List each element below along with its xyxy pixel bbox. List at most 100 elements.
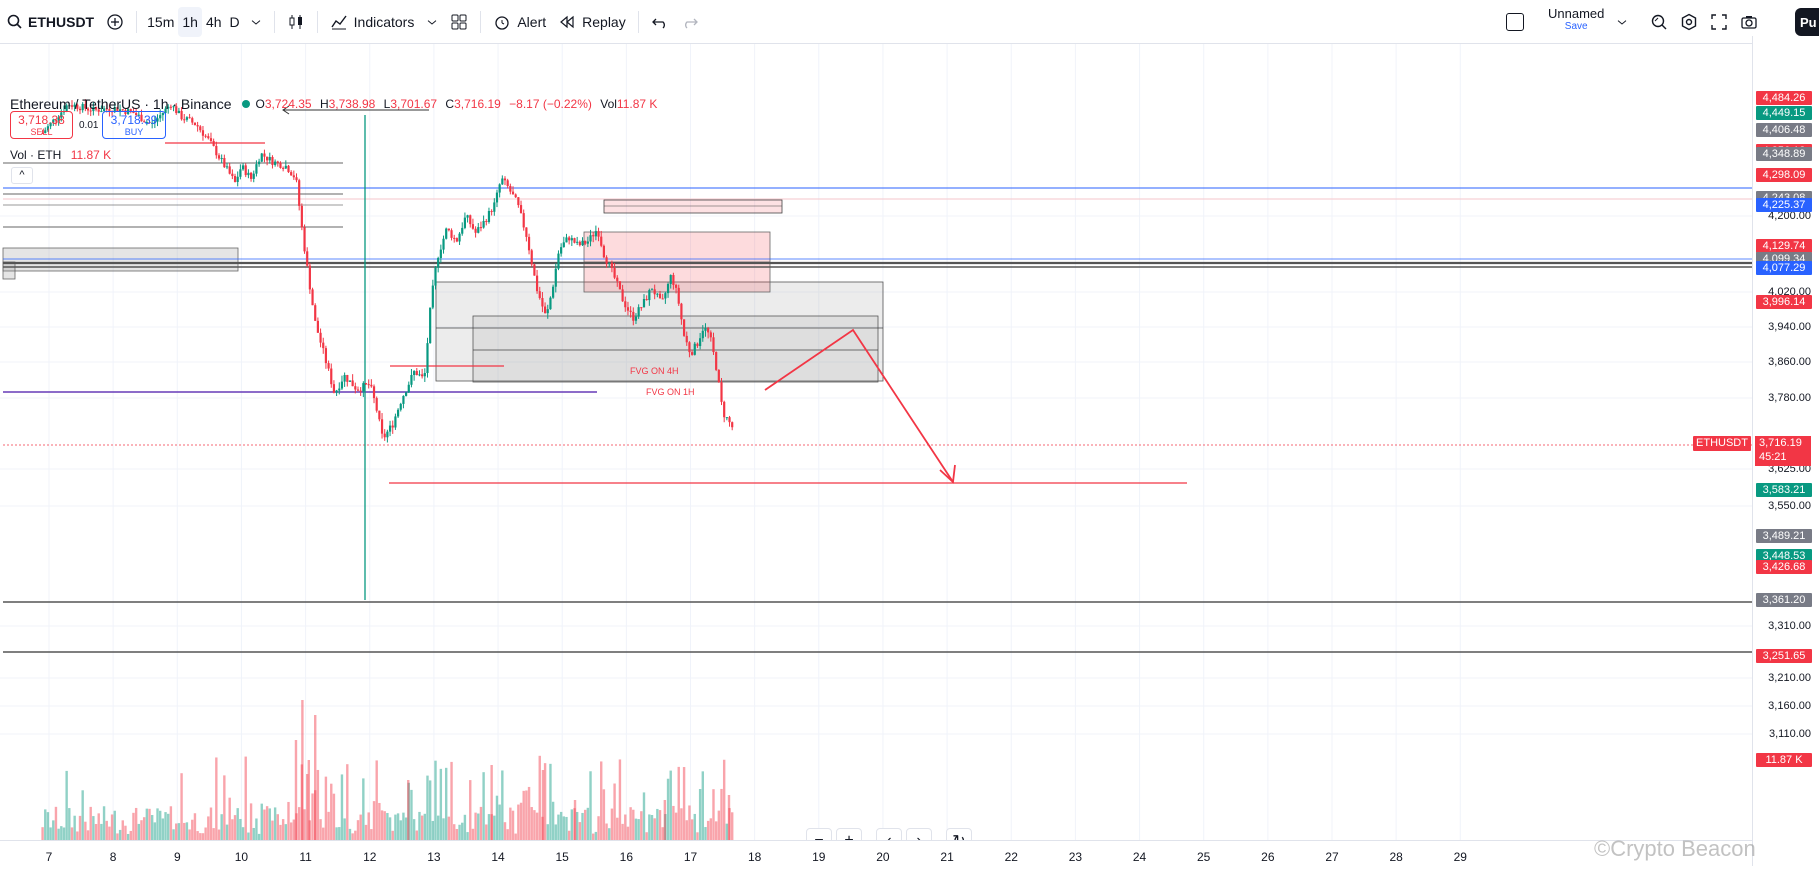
alert-button[interactable]: Alert	[487, 7, 552, 37]
candle-body	[70, 105, 74, 107]
candle-body	[201, 130, 205, 136]
quick-search-button[interactable]	[1644, 7, 1674, 37]
candle-body	[148, 122, 151, 124]
volume-bar	[581, 812, 584, 840]
volume-bar	[153, 822, 157, 840]
indicators-dropdown[interactable]	[420, 7, 444, 37]
replay-button[interactable]: Replay	[552, 7, 632, 37]
candle-body	[471, 224, 475, 229]
price-level-tag[interactable]: 4,129.74	[1756, 238, 1812, 253]
price-level-tag[interactable]: 3,583.21	[1756, 482, 1812, 497]
candle-body	[394, 416, 397, 428]
volume-bar	[535, 812, 539, 840]
volume-bar	[648, 814, 651, 840]
candle-body	[517, 197, 520, 206]
fullscreen-button[interactable]	[1704, 7, 1734, 37]
time-tick-label: 23	[1068, 850, 1083, 864]
price-level-tag[interactable]: 3,361.20	[1756, 593, 1812, 607]
price-level-tag[interactable]: 4,449.15	[1756, 105, 1812, 120]
timeframe-4h[interactable]: 4h	[205, 13, 222, 30]
time-tick-label: 26	[1261, 850, 1275, 864]
settings-button[interactable]	[1674, 7, 1704, 37]
volume-bar	[301, 700, 304, 840]
layout-dropdown[interactable]	[1610, 7, 1634, 37]
volume-bar	[281, 819, 285, 840]
candle-body	[509, 186, 512, 192]
order-block-zone-inner[interactable]	[472, 315, 879, 383]
timeframe-1h[interactable]: 1h	[178, 6, 202, 37]
market-status-icon[interactable]	[241, 100, 250, 108]
candle-body	[666, 283, 670, 294]
candle-body	[538, 291, 541, 299]
indicators-button[interactable]: Indicators	[324, 7, 421, 37]
price-level-tag[interactable]: 4,406.48	[1756, 123, 1812, 138]
sell-button[interactable]: 3,718.38 SELL	[10, 111, 73, 139]
candle-body	[191, 118, 194, 123]
candle-body	[287, 165, 290, 173]
layout-name-button[interactable]: Unnamed Save	[1542, 7, 1610, 37]
volume-bar	[265, 806, 269, 840]
price-level-tag[interactable]: 4,225.37	[1756, 198, 1812, 213]
time-axis[interactable]: 7 8 9 10 11 12 13 14 15 16 17 18 19 20 21 22 23 24 25 26 27 2…	[0, 840, 1752, 873]
volume-bar	[616, 817, 619, 840]
volume-bar	[287, 801, 290, 840]
undo-button[interactable]	[645, 7, 675, 37]
redo-button[interactable]	[675, 7, 705, 37]
volume-bar	[391, 830, 394, 840]
price-level-tag[interactable]: 3,251.65	[1756, 649, 1812, 664]
candle-body	[498, 184, 501, 193]
left-zone-gray[interactable]	[2, 247, 239, 272]
candle-body	[682, 319, 686, 336]
volume-bar	[383, 811, 386, 840]
toolbar-divider	[637, 10, 639, 33]
candle-body	[477, 227, 480, 233]
timeframe-15m[interactable]: 15m	[147, 13, 175, 30]
candle-body	[388, 425, 392, 432]
candle-body	[143, 121, 146, 123]
price-level-tag[interactable]: 4,484.26	[1756, 91, 1812, 105]
chart-pane[interactable]: Ethereum / TetherUS · 1h · Binance O3,72…	[0, 44, 1752, 873]
candle-body	[413, 371, 416, 375]
top-toolbar: ETHUSDT 15m 1h 4h D Indicators Alert Rep…	[0, 0, 1819, 44]
candle-body	[65, 105, 68, 112]
symbol-search-button[interactable]: ETHUSDT	[0, 7, 100, 37]
snapshot-button[interactable]	[1734, 7, 1764, 37]
candle-body	[124, 110, 127, 114]
volume-bar	[458, 824, 461, 840]
buy-button[interactable]: 3,718.39 BUY	[102, 111, 166, 139]
volume-bar	[150, 815, 154, 840]
price-level-tag[interactable]: 4,298.09	[1756, 168, 1812, 183]
price-level-tag[interactable]: 3,426.68	[1756, 560, 1812, 574]
candle-body	[399, 403, 402, 410]
candle-body	[375, 398, 378, 411]
timeframe-dropdown[interactable]	[244, 7, 268, 37]
candle-body	[164, 108, 167, 114]
chart-type-button[interactable]	[281, 7, 311, 37]
price-level-tag[interactable]: 3,996.14	[1756, 295, 1812, 310]
compare-symbol-button[interactable]	[100, 7, 130, 37]
timeframe-d[interactable]: D	[229, 13, 240, 30]
volume-bar	[682, 767, 686, 840]
volume-bar	[551, 801, 555, 840]
volume-bar	[370, 829, 373, 840]
candle-body	[602, 245, 605, 258]
sell-price: 3,718.38	[18, 113, 65, 127]
candle-body	[482, 220, 485, 228]
price-level-tag[interactable]: 4,348.89	[1756, 147, 1812, 162]
candle-body	[228, 166, 231, 174]
publish-button[interactable]: Pu	[1795, 8, 1819, 36]
price-level-tag[interactable]: 3,489.21	[1756, 528, 1812, 543]
layout-checkbox[interactable]	[1500, 7, 1530, 37]
fvg-zone-top[interactable]	[603, 199, 783, 214]
volume-bar	[60, 826, 63, 840]
volume-bar	[503, 822, 507, 840]
price-level-tag[interactable]: 11.87 K	[1756, 753, 1812, 767]
projection-arrow[interactable]	[764, 328, 954, 483]
price-level-tag[interactable]: 3,448.53	[1756, 549, 1812, 563]
price-chart[interactable]	[0, 44, 1752, 873]
collapse-legend-button[interactable]: ^	[11, 167, 33, 184]
candle-body	[720, 382, 723, 402]
layouts-button[interactable]	[444, 7, 474, 37]
price-level-tag[interactable]: 4,077.29	[1756, 260, 1812, 275]
order-block-zone-upper[interactable]	[435, 281, 884, 382]
